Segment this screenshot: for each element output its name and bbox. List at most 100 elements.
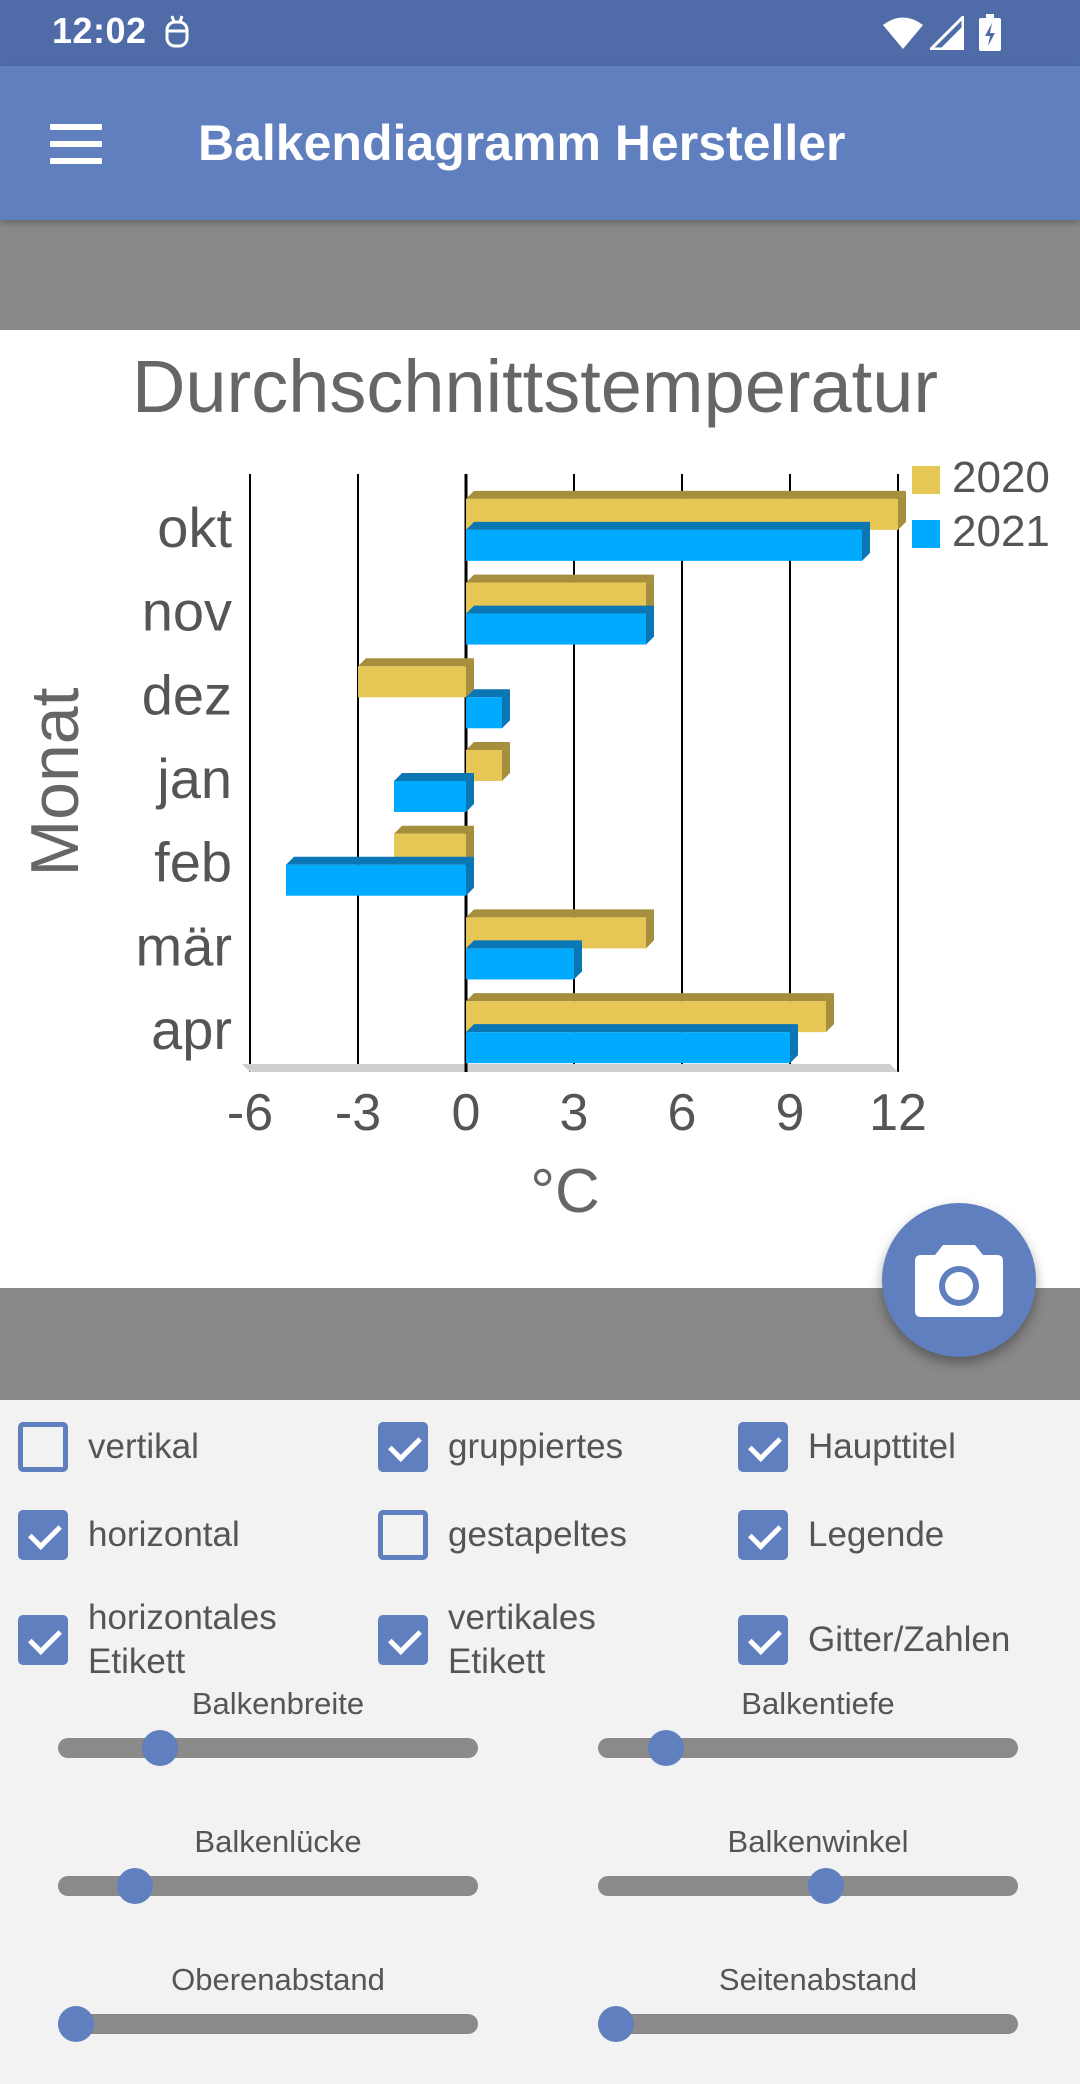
checkbox-label: vertikal: [88, 1427, 199, 1467]
category-label: nov: [142, 580, 232, 643]
x-tick-label: 3: [560, 1084, 589, 1142]
slider-track[interactable]: [58, 1876, 478, 1896]
checkbox-box[interactable]: [18, 1510, 68, 1560]
slider-thumb[interactable]: [808, 1868, 844, 1904]
checkbox-box[interactable]: [738, 1615, 788, 1665]
bar-side-face: [466, 856, 474, 896]
checkbox-label: Gitter/Zahlen: [808, 1620, 1011, 1660]
status-bar: 12:02: [0, 0, 1080, 66]
x-tick-label: -6: [227, 1084, 273, 1142]
checkbox-label: Legende: [808, 1515, 945, 1555]
menu-icon[interactable]: [44, 112, 108, 176]
legend-swatch: [912, 520, 940, 548]
app-bar: Balkendiagramm Hersteller: [0, 66, 1080, 220]
signal-icon: [930, 0, 964, 66]
camera-button[interactable]: [882, 1203, 1036, 1357]
category-label: apr: [151, 998, 232, 1061]
x-tick-label: 9: [776, 1084, 805, 1142]
bar-chart: -6 -3 0 3 6 9 12 Durchschnittstemperatur °C Monat…: [17, 345, 1050, 1226]
checkbox-box[interactable]: [378, 1510, 428, 1560]
checkbox-label-line1: horizontales: [88, 1598, 277, 1637]
controls-panel: vertikal gruppiertes Haupttitel horizont…: [0, 1400, 1080, 2084]
checkbox-box[interactable]: [738, 1422, 788, 1472]
slider-label: Balkenlücke: [194, 1824, 362, 1859]
bar: [286, 864, 466, 896]
checkbox-label-line2: Etikett: [88, 1641, 186, 1681]
bar-side-face: [646, 574, 654, 614]
slider-thumb[interactable]: [58, 2006, 94, 2042]
checkbox-vertikal[interactable]: vertikal: [18, 1422, 199, 1472]
chart-title: Durchschnittstemperatur: [132, 345, 938, 428]
bar-top-face: [466, 605, 654, 614]
checkbox-gestapeltes[interactable]: gestapeltes: [378, 1510, 627, 1560]
notification-icon: [160, 0, 194, 66]
checkbox-gruppiertes[interactable]: gruppiertes: [378, 1422, 623, 1472]
bar-top-face: [466, 521, 870, 530]
bar-top-face: [466, 490, 906, 499]
slider-thumb[interactable]: [648, 1730, 685, 1766]
checkbox-label-line1: vertikales: [448, 1598, 596, 1637]
bar-side-face: [898, 490, 906, 530]
slider-thumb[interactable]: [116, 1868, 153, 1904]
checkbox-horizontal[interactable]: horizontal: [18, 1510, 240, 1560]
category-label: mär: [136, 914, 232, 977]
bar-side-face: [466, 773, 474, 812]
slider-thumb[interactable]: [142, 1730, 178, 1766]
slider-balkenwinkel[interactable]: Balkenwinkel: [598, 1824, 1038, 1904]
battery-charging-icon: [978, 0, 1002, 66]
category-label: dez: [142, 663, 232, 726]
slider-balkenbreite[interactable]: Balkenbreite: [58, 1686, 498, 1766]
status-time: 12:02: [52, 10, 147, 51]
checkbox-box[interactable]: [378, 1422, 428, 1472]
slider-label: Balkentiefe: [741, 1686, 895, 1721]
category-label: feb: [154, 831, 232, 894]
checkbox-box[interactable]: [738, 1510, 788, 1560]
bar-side-face: [790, 1024, 798, 1064]
legend-label: 2020: [952, 453, 1050, 502]
slider-label: Balkenwinkel: [727, 1824, 909, 1859]
checkbox-box[interactable]: [18, 1614, 68, 1665]
camera-icon: [915, 1245, 1003, 1317]
slider-balkenluecke[interactable]: Balkenlücke: [58, 1824, 498, 1904]
bar: [394, 781, 466, 812]
x-tick-label: 12: [869, 1084, 927, 1142]
slider-balkentiefe[interactable]: Balkentiefe: [598, 1686, 1038, 1766]
wifi-icon: [882, 0, 924, 66]
checkbox-gitter-zahlen[interactable]: Gitter/Zahlen: [738, 1596, 1010, 1684]
slider-thumb[interactable]: [598, 2006, 634, 2042]
checkbox-legende[interactable]: Legende: [738, 1510, 944, 1560]
checkbox-vertikales-etikett[interactable]: vertikales Etikett: [378, 1596, 596, 1684]
bar: [466, 948, 574, 980]
checkbox-horizontales-etikett[interactable]: horizontales Etikett: [18, 1596, 277, 1684]
slider-track[interactable]: [58, 2014, 478, 2034]
checkbox-haupttitel[interactable]: Haupttitel: [738, 1422, 956, 1472]
slider-oberenabstand[interactable]: Oberenabstand: [58, 1962, 498, 2042]
checkbox-box[interactable]: [18, 1422, 68, 1472]
bar-top-face: [466, 993, 834, 1002]
y-axis-label: Monat: [17, 687, 93, 876]
checkbox-label: horizontal: [88, 1515, 240, 1555]
checkbox-label: gruppiertes: [448, 1427, 624, 1467]
bar-side-face: [502, 689, 510, 729]
chart-area: -6 -3 0 3 6 9 12 Durchschnittstemperatur °C Monat…: [0, 330, 1080, 1288]
x-tick-label: 6: [668, 1084, 697, 1142]
bar-top-face: [286, 856, 474, 865]
bar-side-face: [826, 993, 834, 1033]
bar-top-face: [358, 658, 474, 667]
x-tick-label: 0: [452, 1084, 481, 1142]
chart-floor: [242, 1064, 898, 1072]
checkbox-box[interactable]: [378, 1614, 428, 1665]
bar: [466, 1032, 790, 1064]
slider-seitenabstand[interactable]: Seitenabstand: [598, 1962, 1038, 2042]
slider-track[interactable]: [58, 1738, 478, 1758]
bar-top-face: [466, 1024, 798, 1033]
bar-top-face: [466, 909, 654, 918]
checkbox-label-line2: Etikett: [448, 1641, 546, 1681]
slider-track[interactable]: [598, 1738, 1018, 1758]
bar-side-face: [646, 605, 654, 645]
bar-side-face: [502, 742, 510, 781]
bar-side-face: [646, 909, 654, 949]
bar: [466, 529, 862, 561]
bar: [466, 613, 646, 645]
slider-track[interactable]: [598, 2014, 1018, 2034]
